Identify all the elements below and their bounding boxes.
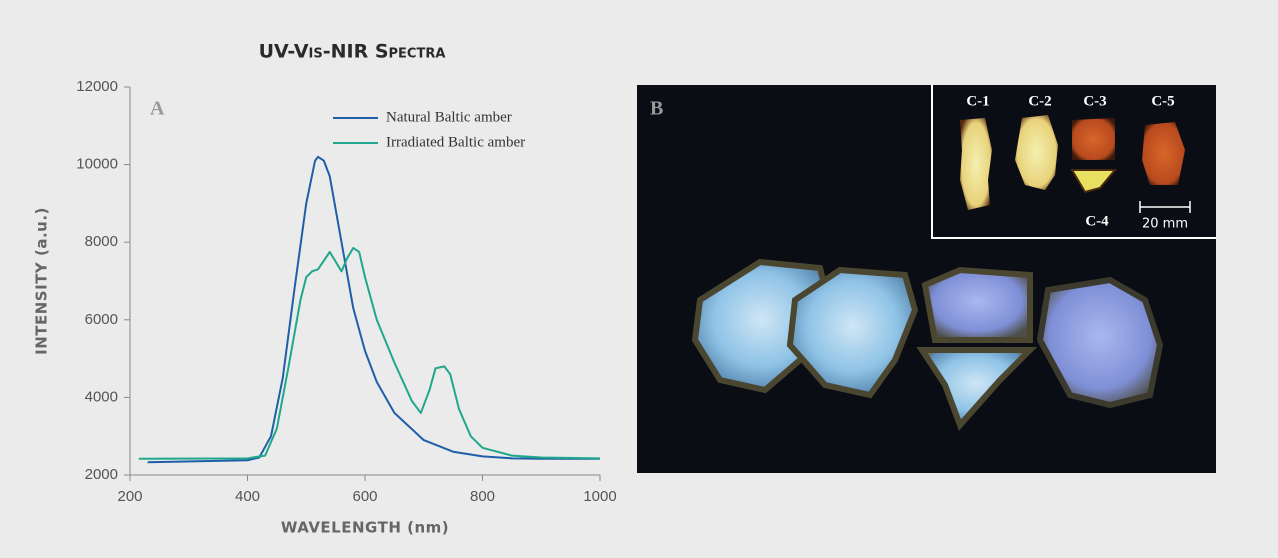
x-tick-label: 400 — [235, 488, 260, 505]
x-axis-title: WAVELENGTH (nm) — [281, 519, 449, 537]
sample — [786, 266, 919, 399]
panel-label: A — [150, 98, 165, 120]
sample — [1036, 276, 1164, 409]
sample — [921, 266, 1033, 343]
sample-label: C-5 — [1151, 93, 1174, 109]
y-tick-label: 6000 — [85, 311, 118, 328]
y-tick-label: 10000 — [76, 156, 118, 173]
y-tick-label: 12000 — [76, 78, 118, 95]
line-series — [138, 247, 601, 460]
panel-label: B — [650, 98, 663, 120]
inset-sample — [960, 118, 992, 210]
scale-label: 20 mm — [1142, 217, 1188, 232]
y-tick-label: 4000 — [85, 388, 118, 405]
inset-sample — [1070, 169, 1118, 194]
y-tick-label: 8000 — [85, 233, 118, 250]
line-series — [147, 155, 600, 464]
legend-label: Irradiated Baltic amber — [386, 134, 525, 150]
sample-label: C-4 — [1085, 213, 1109, 229]
sample-label: C-1 — [966, 93, 989, 109]
sample-label: C-2 — [1028, 93, 1051, 109]
inset-sample — [1142, 122, 1185, 185]
x-tick-label: 600 — [352, 488, 377, 505]
x-tick-label: 1000 — [583, 488, 616, 505]
y-tick-label: 2000 — [85, 466, 118, 483]
sample — [916, 347, 1038, 431]
x-tick-label: 800 — [470, 488, 495, 505]
sample-label: C-3 — [1083, 93, 1106, 109]
x-tick-label: 200 — [117, 488, 142, 505]
photo: 20 mm B C-1 C-2 C-3 C-5 C-4 — [637, 85, 1216, 473]
legend-label: Natural Baltic amber — [386, 109, 512, 125]
chart-title: UV-Vis-NIR Spectra — [259, 41, 446, 63]
y-axis-title: INTENSITY (a.u.) — [33, 207, 51, 355]
inset-sample — [1072, 118, 1115, 160]
inset-border — [931, 85, 1216, 239]
inset-sample — [1015, 115, 1058, 190]
